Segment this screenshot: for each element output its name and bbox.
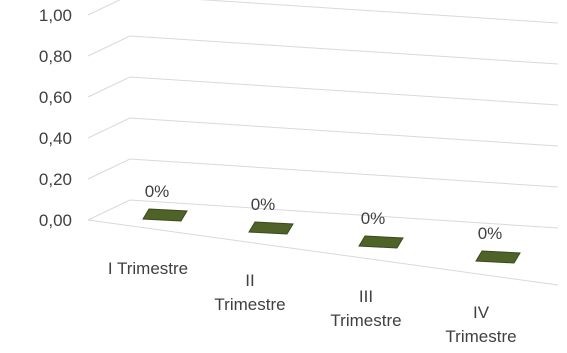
data-label: 0% bbox=[361, 209, 386, 228]
y-tick-label: 0,40 bbox=[39, 129, 72, 148]
category-label: III Trimestre bbox=[330, 287, 401, 330]
category-label: IV Trimestre bbox=[445, 303, 516, 346]
data-labels: 0% 0% 0% 0% bbox=[145, 182, 503, 243]
data-label: 0% bbox=[251, 195, 276, 214]
bars bbox=[142, 208, 521, 264]
gridline bbox=[87, 76, 559, 106]
gridline bbox=[87, 199, 559, 229]
y-tick-label: 0,80 bbox=[39, 47, 72, 66]
data-label: 0% bbox=[478, 224, 503, 243]
gridline bbox=[87, 0, 559, 24]
y-tick-label: 0,00 bbox=[39, 211, 72, 230]
gridline bbox=[87, 158, 559, 188]
data-label: 0% bbox=[145, 182, 170, 201]
y-axis-ticks: 0,00 0,20 0,40 0,60 0,80 1,00 bbox=[39, 6, 72, 230]
floor-front-line bbox=[87, 219, 559, 286]
category-label: II Trimestre bbox=[214, 271, 285, 314]
gridline bbox=[87, 117, 559, 147]
category-label: I Trimestre bbox=[108, 259, 188, 278]
y-tick-label: 0,20 bbox=[39, 170, 72, 189]
category-labels: I Trimestre II Trimestre III Trimestre IV Trim… bbox=[108, 259, 517, 346]
gridlines bbox=[87, 0, 559, 286]
bar bbox=[248, 221, 294, 235]
y-tick-label: 0,60 bbox=[39, 88, 72, 107]
y-tick-label: 1,00 bbox=[39, 6, 72, 25]
bar bbox=[142, 208, 188, 222]
bar bbox=[475, 250, 521, 264]
gridline bbox=[87, 35, 559, 65]
bar bbox=[358, 235, 404, 249]
